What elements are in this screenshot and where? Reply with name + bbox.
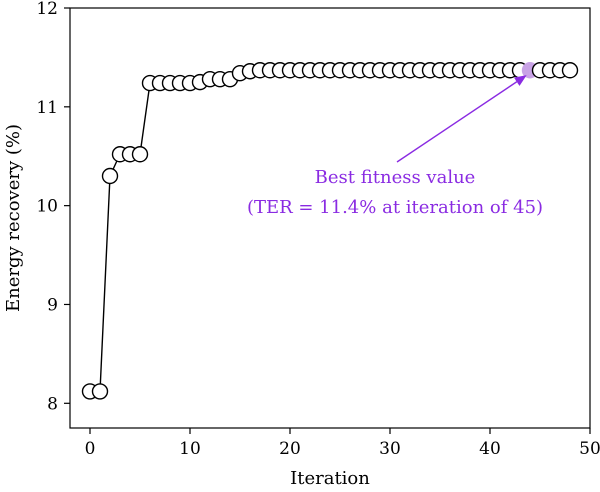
x-tick-label: 20: [279, 439, 301, 459]
plot-frame: [69, 7, 591, 429]
y-axis-title: Energy recovery (%): [3, 124, 24, 312]
x-tick-label: 0: [85, 439, 96, 459]
x-tick-label: 10: [179, 439, 201, 459]
y-tick-label: 10: [36, 197, 58, 217]
annotation-arrow: [396, 75, 527, 163]
data-point: [101, 167, 119, 185]
annotation-best-fitness: Best fitness value: [315, 167, 476, 188]
y-tick-label: 9: [47, 295, 58, 315]
annotation-ter-value: (TER = 11.4% at iteration of 45): [247, 197, 543, 218]
plot-area: 0 10 20 30 40 50 8 9 10 11 12: [36, 0, 600, 459]
x-tick-label: 30: [379, 439, 401, 459]
data-point: [131, 146, 149, 163]
x-axis-title: Iteration: [290, 468, 370, 489]
y-tick-label: 8: [47, 394, 58, 414]
data-point: [561, 62, 579, 79]
x-tick-label: 40: [479, 439, 501, 459]
y-tick-label: 11: [36, 98, 58, 118]
x-tick-label: 50: [579, 439, 600, 459]
series-line: [90, 69, 570, 393]
y-tick-label: 12: [36, 0, 58, 19]
data-point: [91, 383, 109, 400]
